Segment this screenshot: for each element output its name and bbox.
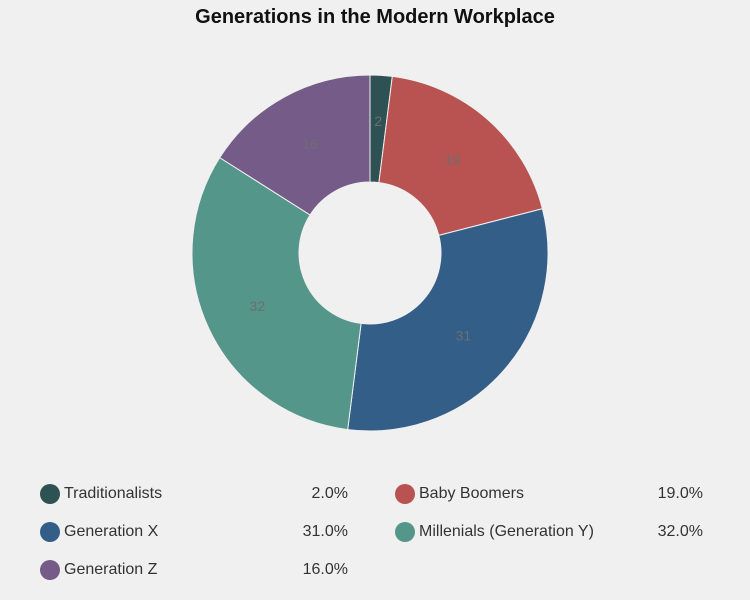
- legend-percent: 31.0%: [302, 523, 348, 540]
- slice-value-label: 2: [374, 113, 382, 129]
- slice-generation-x[interactable]: [347, 208, 549, 432]
- legend-swatch: [40, 560, 60, 580]
- legend-swatch: [395, 484, 415, 504]
- legend-label: Generation X: [64, 523, 159, 540]
- donut-chart: 2 19 31 32 16: [191, 74, 549, 432]
- legend-percent: 2.0%: [311, 485, 348, 502]
- slice-value-label: 19: [445, 152, 461, 168]
- slice-labels: 2 19 31 32 16: [250, 113, 472, 344]
- legend-item-baby-boomers[interactable]: Baby Boomers 19.0%: [395, 482, 703, 506]
- legend-label: Traditionalists: [64, 485, 163, 502]
- legend-item-millenials-generation-y[interactable]: Millenials (Generation Y) 32.0%: [395, 520, 703, 544]
- legend-label: Baby Boomers: [419, 485, 524, 502]
- legend-percent: 16.0%: [302, 561, 348, 578]
- slice-generation-z[interactable]: [219, 74, 371, 216]
- legend-item-generation-z[interactable]: Generation Z 16.0%: [40, 558, 348, 582]
- legend-swatch: [40, 484, 60, 504]
- slice-millenials-generation-y[interactable]: [191, 156, 362, 431]
- legend-percent: 32.0%: [657, 523, 703, 540]
- legend-label: Generation Z: [64, 561, 158, 578]
- legend-swatch: [40, 522, 60, 542]
- slice-value-label: 16: [302, 136, 318, 152]
- slice-baby-boomers[interactable]: [378, 75, 544, 236]
- legend-item-generation-x[interactable]: Generation X 31.0%: [40, 520, 348, 544]
- donut-slices: [191, 74, 549, 432]
- slice-value-label: 32: [250, 298, 266, 314]
- legend-percent: 19.0%: [657, 485, 703, 502]
- chart-title: Generations in the Modern Workplace: [195, 6, 555, 28]
- legend-label: Millenials (Generation Y): [419, 523, 594, 540]
- legend-item-traditionalists[interactable]: Traditionalists 2.0%: [40, 482, 348, 506]
- slice-value-label: 31: [456, 327, 472, 343]
- legend-swatch: [395, 522, 415, 542]
